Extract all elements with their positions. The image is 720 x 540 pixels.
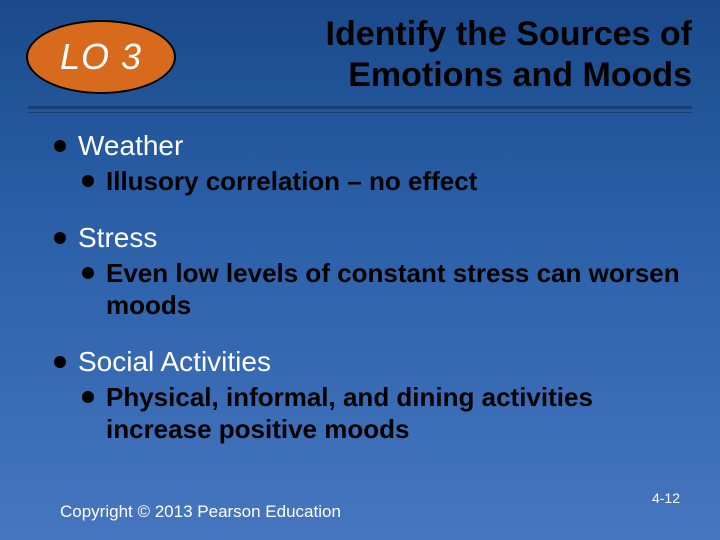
- bullet-group: Stress Even low levels of constant stres…: [54, 220, 680, 322]
- disc-bullet-icon: [82, 391, 94, 403]
- bullet-l1-text: Weather: [78, 128, 183, 163]
- header-rule-thick: [28, 106, 692, 109]
- bullet-l2-text: Physical, informal, and dining activitie…: [106, 381, 680, 446]
- bullet-l2-text: Even low levels of constant stress can w…: [106, 257, 680, 322]
- disc-bullet-icon: [54, 356, 66, 368]
- copyright-text: Copyright © 2013 Pearson Education: [60, 502, 341, 522]
- bullet-level1: Weather: [54, 128, 680, 163]
- bullet-level2: Physical, informal, and dining activitie…: [82, 381, 680, 446]
- bullet-group: Social Activities Physical, informal, an…: [54, 344, 680, 446]
- bullet-level1: Social Activities: [54, 344, 680, 379]
- header-rule-thin: [28, 112, 692, 113]
- disc-bullet-icon: [54, 140, 66, 152]
- bullet-l1-text: Stress: [78, 220, 157, 255]
- disc-bullet-icon: [82, 175, 94, 187]
- lo-badge-label: LO 3: [60, 36, 142, 78]
- bullet-level2: Illusory correlation – no effect: [82, 165, 680, 198]
- slide-number: 4-12: [652, 490, 680, 506]
- bullet-l1-text: Social Activities: [78, 344, 271, 379]
- bullet-group: Weather Illusory correlation – no effect: [54, 128, 680, 198]
- bullet-level2: Even low levels of constant stress can w…: [82, 257, 680, 322]
- slide-title-line2: Emotions and Moods: [326, 55, 693, 96]
- slide-body: Weather Illusory correlation – no effect…: [54, 128, 680, 468]
- disc-bullet-icon: [82, 267, 94, 279]
- slide-header: LO 3 Identify the Sources of Emotions an…: [0, 0, 720, 110]
- slide-title: Identify the Sources of Emotions and Moo…: [326, 14, 693, 96]
- lo-badge: LO 3: [26, 20, 176, 94]
- slide-title-line1: Identify the Sources of: [326, 14, 693, 55]
- bullet-level1: Stress: [54, 220, 680, 255]
- disc-bullet-icon: [54, 232, 66, 244]
- bullet-l2-text: Illusory correlation – no effect: [106, 165, 477, 198]
